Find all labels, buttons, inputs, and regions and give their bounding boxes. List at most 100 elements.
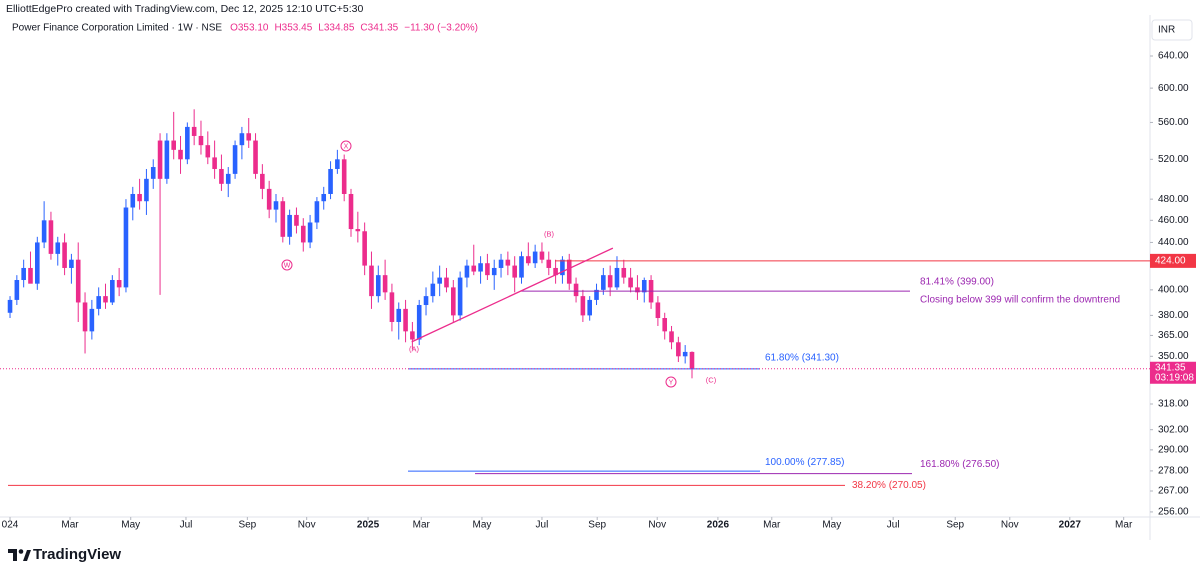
candle-body <box>75 259 81 303</box>
candle-body <box>369 265 374 297</box>
fib-label: 161.80% (276.50) <box>920 459 1000 470</box>
x-tick-label: Jul <box>887 520 900 531</box>
candle-body <box>341 159 347 194</box>
wave-label: Y <box>669 379 674 386</box>
candle-body <box>335 159 340 169</box>
candle-body <box>62 242 67 268</box>
last-price-box <box>1150 361 1196 384</box>
trend-line <box>411 247 614 343</box>
candle-body <box>532 251 538 264</box>
candle-body <box>437 277 442 284</box>
candle-body <box>116 280 122 288</box>
candle-body <box>35 242 40 284</box>
candle-body <box>526 256 531 264</box>
candle-body <box>485 263 490 276</box>
y-tick-label: 480.00 <box>1158 194 1189 205</box>
wave-circle <box>665 376 677 388</box>
wave-label: (C) <box>706 375 717 384</box>
y-tick-label: 290.00 <box>1158 445 1189 456</box>
candle-body <box>205 145 211 158</box>
y-tick-label: 318.00 <box>1158 399 1189 410</box>
x-tick-label: Mar <box>61 520 79 531</box>
x-tick-label: Mar <box>1115 520 1133 531</box>
y-tick-label: 350.00 <box>1158 351 1189 362</box>
candle-body <box>512 265 517 278</box>
candle-body <box>403 308 408 332</box>
candle-body <box>641 280 647 293</box>
last-price-label: 341.35 <box>1155 362 1186 373</box>
candle-body <box>55 242 61 254</box>
x-tick-label: Nov <box>648 520 666 531</box>
candle-body <box>225 173 231 184</box>
wave-label: W <box>284 262 291 269</box>
candle-body <box>82 302 88 332</box>
x-tick-label: May <box>472 520 491 531</box>
candle-body <box>294 214 299 226</box>
y-tick-label: 560.00 <box>1158 117 1189 128</box>
candle-body <box>451 287 456 316</box>
x-tick-label: 2026 <box>707 520 730 531</box>
candle-body <box>498 259 504 268</box>
x-tick-label: Nov <box>1001 520 1019 531</box>
candle-body <box>682 351 688 357</box>
candles <box>7 109 695 379</box>
y-tick-label: 460.00 <box>1158 215 1189 226</box>
candle-body <box>28 267 33 284</box>
wave-circle <box>340 140 352 152</box>
candle-body <box>662 318 668 332</box>
candle-body <box>253 140 258 174</box>
candle-body <box>103 296 108 303</box>
candle-body <box>519 256 524 278</box>
candle-body <box>41 220 47 243</box>
candle-body <box>212 157 217 169</box>
x-tick-label: Jul <box>180 520 193 531</box>
ohlc-legend: H353.45 <box>274 23 312 34</box>
x-tick-label: Jul <box>536 520 549 531</box>
candle-body <box>539 251 545 260</box>
candle-body <box>239 133 245 146</box>
candle-body <box>260 173 265 189</box>
candle-body <box>7 299 13 313</box>
x-tick-label: Sep <box>946 520 964 531</box>
header: ElliottEdgePro created with TradingView.… <box>6 3 363 15</box>
candle-body <box>423 296 429 306</box>
y-tick-label: 600.00 <box>1158 83 1189 94</box>
candle-body <box>410 331 415 340</box>
y-tick-label: 640.00 <box>1158 51 1189 62</box>
y-tick-label: 365.00 <box>1158 330 1189 341</box>
candle-body <box>566 259 572 284</box>
symbol: Power Finance Corporation Limited · 1W ·… <box>12 23 222 34</box>
candle-body <box>464 265 470 278</box>
y-tick-label: 440.00 <box>1158 237 1189 248</box>
candle-body <box>171 140 176 150</box>
y-tick-label: 400.00 <box>1158 285 1189 296</box>
candle-body <box>396 308 402 322</box>
candle-body <box>89 308 95 332</box>
ohlc-legend: C341.35 <box>360 23 398 34</box>
y-tick-label: 267.00 <box>1158 486 1189 497</box>
candle-body <box>689 351 695 369</box>
candle-body <box>546 259 552 268</box>
price-label: 424.00 <box>1155 256 1186 267</box>
candle-body <box>321 193 327 202</box>
candle-body <box>150 167 156 179</box>
candle-body <box>348 193 354 230</box>
candle-body <box>48 220 54 254</box>
candle-body <box>573 283 579 297</box>
candle-body <box>628 277 633 288</box>
y-tick-label: 380.00 <box>1158 310 1189 321</box>
candle-body <box>266 188 272 210</box>
candle-body <box>416 305 422 340</box>
currency: INR <box>1158 25 1175 36</box>
candle-body <box>157 140 163 179</box>
candle-body <box>444 277 449 288</box>
price-label-box <box>1150 253 1196 268</box>
candle-body <box>587 299 592 316</box>
candle-body <box>287 214 292 237</box>
candle-body <box>14 280 20 300</box>
candle-body <box>273 201 279 210</box>
candle-body <box>69 259 74 268</box>
candle-body <box>178 149 183 160</box>
candle-body <box>137 193 142 202</box>
